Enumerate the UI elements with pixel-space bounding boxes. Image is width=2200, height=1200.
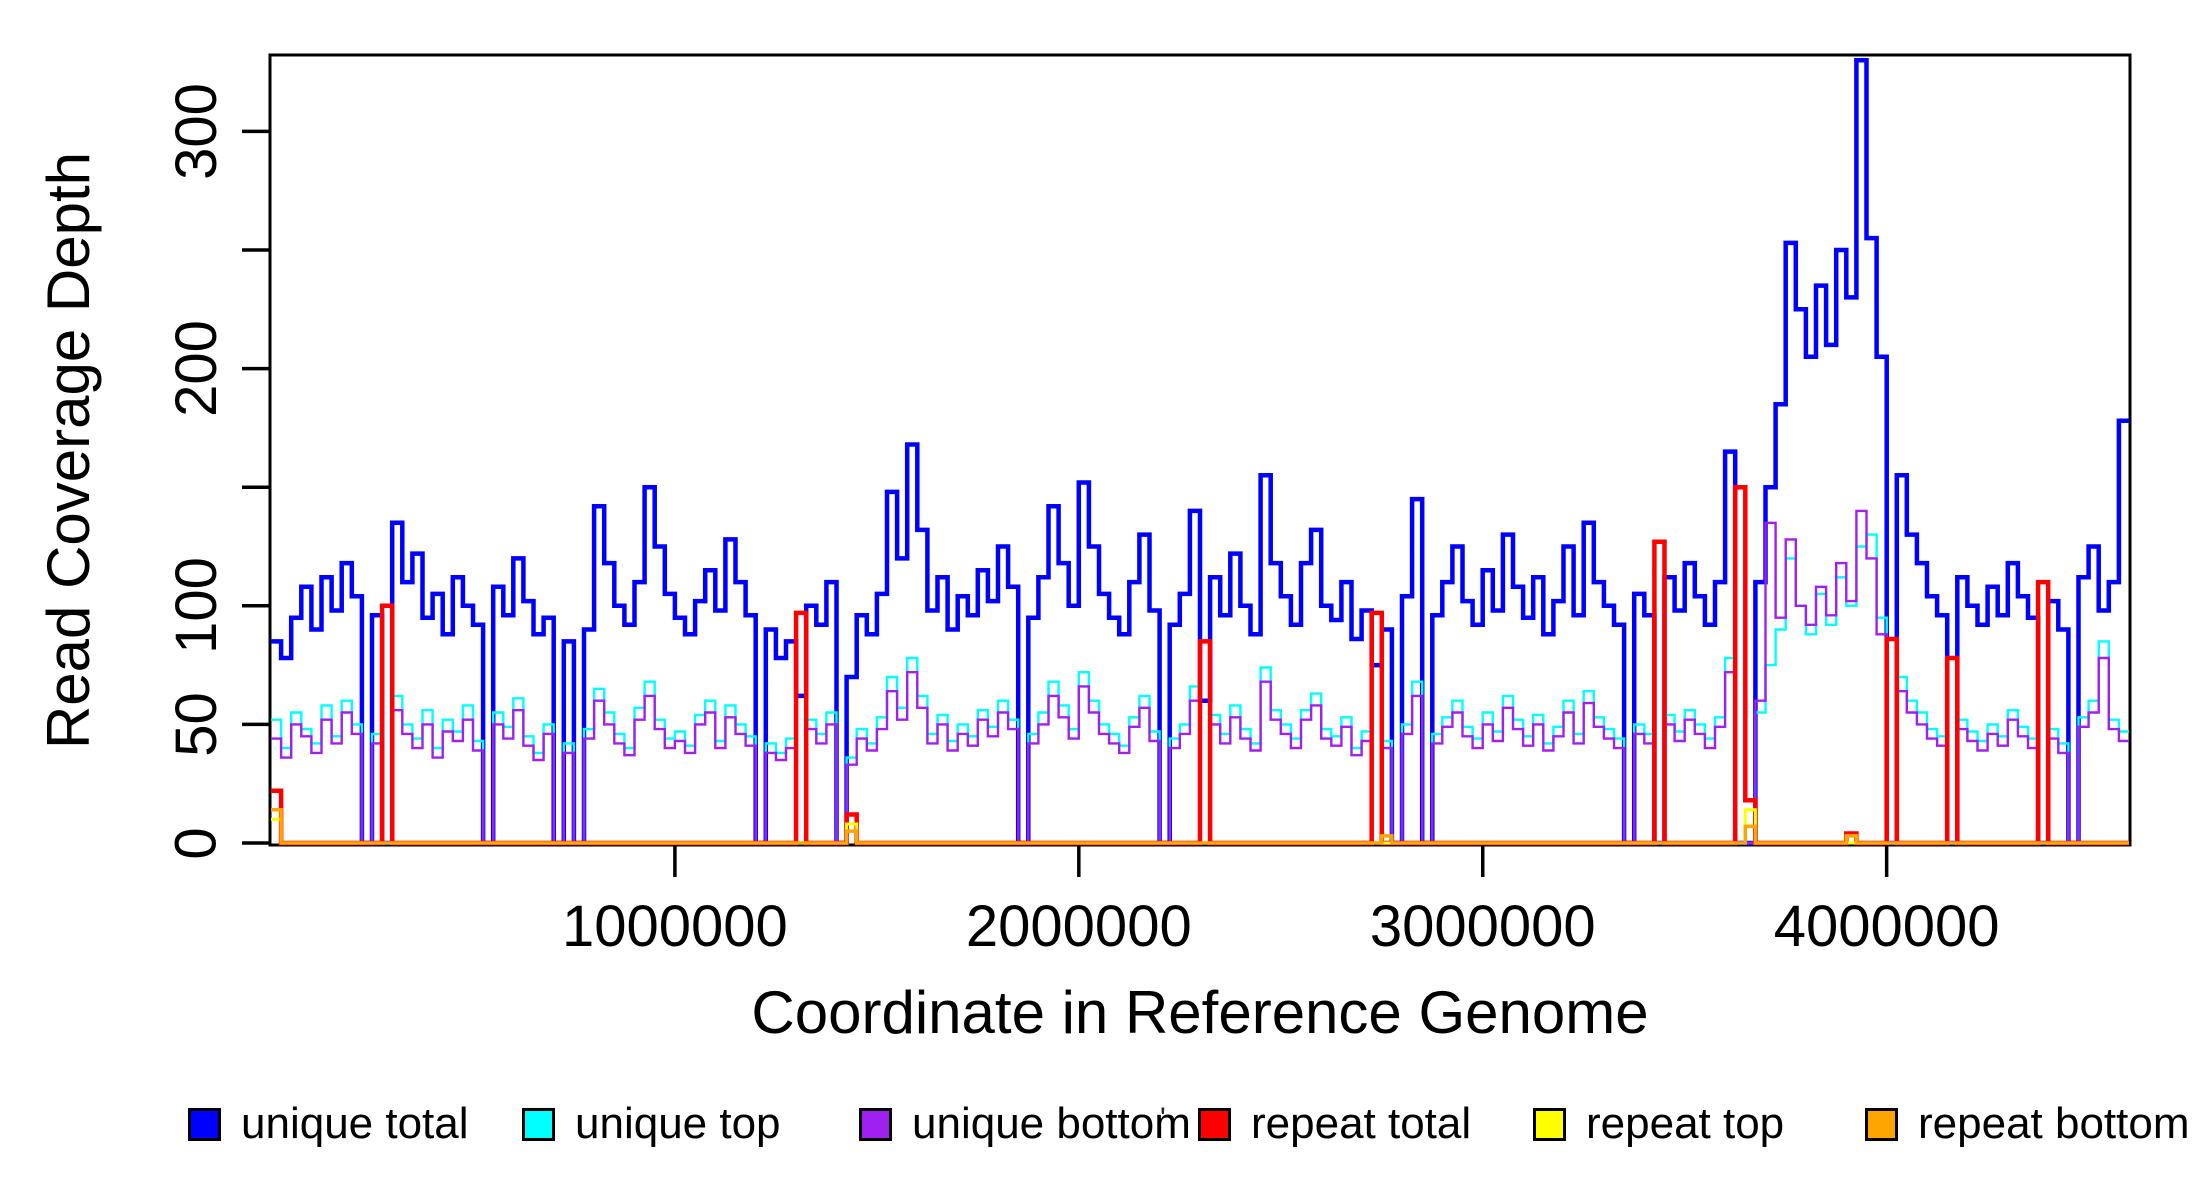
legend-label: unique bottom [912, 1099, 1191, 1148]
y-tick-label: 50 [163, 692, 229, 757]
legend-item-unique-total: unique total [188, 1098, 469, 1150]
legend-label: unique total [241, 1099, 469, 1148]
legend-swatch-repeat-top [1533, 1107, 1566, 1141]
series-repeat-bottom [271, 808, 2129, 845]
x-tick-label: 3000000 [1369, 894, 1596, 959]
legend-swatch-repeat-total [1198, 1107, 1231, 1141]
y-tick-label: 300 [163, 83, 229, 180]
y-tick-label: 0 [163, 826, 229, 860]
legend-label: repeat bottom [1918, 1099, 2190, 1148]
legend-label: unique top [575, 1099, 781, 1148]
x-axis-title: Coordinate in Reference Genome [751, 979, 1649, 1046]
legend-item-unique-top: unique top [522, 1098, 781, 1150]
x-tick-label: 2000000 [965, 894, 1192, 959]
legend-item-unique-bottom: unique bottom [859, 1098, 1191, 1150]
legend-label: repeat top [1586, 1099, 1785, 1148]
y-tick-label: 200 [163, 320, 229, 417]
legend-item-repeat-top: repeat top [1533, 1098, 1784, 1150]
legend-swatch-unique-top [522, 1107, 555, 1141]
legend-item-repeat-bottom: repeat bottom [1865, 1098, 2190, 1150]
stray-mark: ' [1160, 1102, 1166, 1135]
legend: unique total unique top unique bottom repea… [0, 1098, 2200, 1158]
legend-swatch-unique-total [188, 1107, 221, 1141]
legend-label: repeat total [1251, 1099, 1472, 1148]
legend-swatch-unique-bottom [859, 1107, 892, 1141]
y-axis-title: Read Coverage Depth [34, 151, 102, 749]
legend-swatch-repeat-bottom [1865, 1107, 1898, 1141]
y-tick-label: 100 [163, 557, 229, 655]
x-tick-label: 1000000 [562, 894, 788, 959]
x-tick-label: 4000000 [1773, 894, 2000, 959]
legend-item-repeat-total: repeat total [1198, 1098, 1471, 1150]
